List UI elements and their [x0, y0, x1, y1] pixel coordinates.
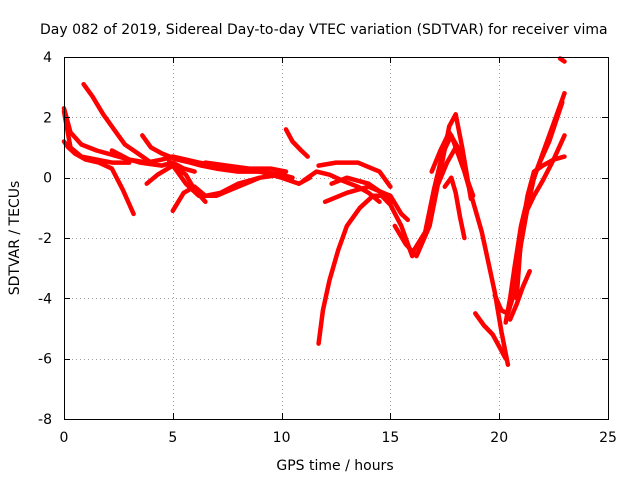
x-tick-label: 25	[599, 430, 617, 446]
series-line-arc-4	[81, 81, 154, 165]
chart-title: Day 082 of 2019, Sidereal Day-to-day VTE…	[40, 22, 608, 38]
y-tick-label: -8	[38, 412, 52, 428]
series-line-arc-2	[61, 139, 136, 217]
series-line-arc-22	[473, 311, 508, 361]
x-tick-label: 15	[381, 430, 399, 446]
series-line-arc-16	[316, 193, 415, 346]
y-tick-label: -6	[38, 352, 52, 368]
series-line-arc-20	[436, 145, 511, 367]
series-line-arc-10	[203, 160, 289, 174]
series-line-arc-9	[170, 172, 284, 214]
series-line-arc-15	[329, 175, 395, 205]
axes: 0 5 10 15 20 25 -8 -6 -4 -2 0 2 4	[38, 50, 617, 446]
series-line-arc-21	[442, 175, 467, 241]
series-line-arc-27	[523, 133, 567, 217]
y-tick-label: -4	[38, 291, 52, 307]
x-tick-label: 0	[60, 430, 69, 446]
series-line-arc-6	[140, 133, 313, 186]
series-line-arc-28	[557, 56, 567, 64]
y-tick-label: -2	[38, 231, 52, 247]
series-line-arc-13	[316, 160, 393, 189]
x-tick-label: 5	[168, 430, 177, 446]
x-tick-label: 10	[273, 430, 291, 446]
series-line-arc-25	[507, 268, 532, 322]
y-tick-label: 4	[43, 50, 52, 66]
series-group	[61, 56, 567, 367]
y-tick-label: 2	[43, 110, 52, 126]
series-line-arc-8	[166, 157, 263, 199]
y-axis-label: SDTVAR / TECUs	[7, 181, 23, 296]
y-tick-label: 0	[43, 171, 52, 187]
series-line-arc-11	[283, 127, 310, 159]
x-tick-label: 20	[490, 430, 508, 446]
x-axis-label: GPS time / hours	[276, 458, 393, 474]
